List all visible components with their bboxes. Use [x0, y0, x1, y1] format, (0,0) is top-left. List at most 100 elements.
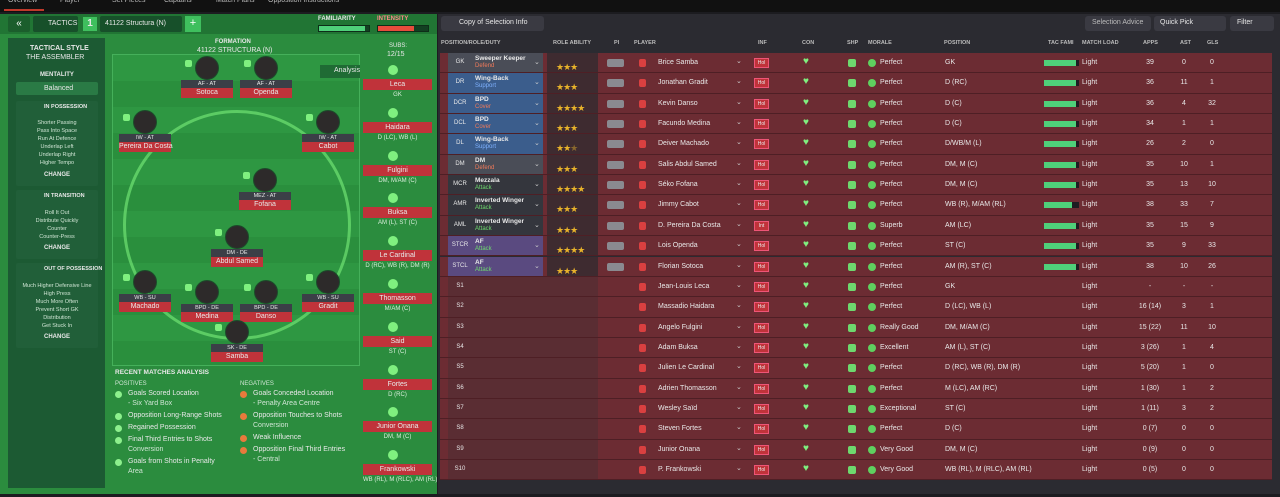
slot-block — [448, 398, 598, 419]
change-button[interactable]: CHANGE — [43, 172, 70, 178]
role-dropdown[interactable]: ⌄ — [534, 221, 540, 229]
mentality-select[interactable] — [16, 82, 98, 95]
back-button[interactable]: « — [8, 16, 30, 32]
tab[interactable]: Captains — [164, 0, 192, 4]
table-row[interactable] — [440, 378, 1272, 399]
role-dropdown[interactable]: ⌄ — [534, 59, 540, 66]
player-dropdown[interactable]: ⌄ — [736, 342, 742, 350]
tactic-dropdown[interactable] — [100, 16, 182, 32]
apps: 1 (30) — [1140, 384, 1160, 392]
tab[interactable]: Opposition Instructions — [268, 0, 340, 4]
sub-bar[interactable] — [363, 250, 432, 262]
player-dropdown[interactable]: ⌄ — [736, 139, 742, 147]
sub-bar[interactable] — [363, 79, 432, 90]
role-dropdown[interactable]: ⌄ — [534, 120, 540, 128]
change-button[interactable]: CHANGE — [43, 334, 70, 340]
table-row[interactable] — [440, 73, 1272, 94]
player-dropdown[interactable]: ⌄ — [736, 403, 742, 411]
name-bar[interactable] — [302, 142, 354, 152]
role-dropdown[interactable]: ⌄ — [534, 99, 540, 107]
view-select[interactable] — [441, 16, 544, 31]
table-row[interactable] — [440, 317, 1272, 338]
name-bar[interactable] — [211, 257, 263, 267]
advice-button[interactable] — [1085, 16, 1151, 31]
player-dropdown[interactable]: ⌄ — [736, 180, 742, 188]
role-dropdown[interactable]: ⌄ — [534, 242, 540, 250]
sub-bar[interactable] — [363, 464, 432, 476]
name-bar[interactable] — [240, 88, 292, 98]
tab[interactable]: Set Pieces — [112, 0, 146, 4]
column-header: PLAYER — [634, 40, 656, 46]
player-dropdown[interactable]: ⌄ — [736, 302, 742, 310]
player-dropdown[interactable]: ⌄ — [736, 78, 742, 86]
player-dropdown[interactable]: ⌄ — [736, 98, 742, 106]
table-row[interactable] — [440, 93, 1272, 115]
player-dropdown[interactable]: ⌄ — [736, 119, 742, 127]
name-bar[interactable] — [119, 302, 171, 312]
player-dropdown[interactable]: ⌄ — [736, 159, 742, 167]
name-bar[interactable] — [181, 88, 233, 98]
table-row[interactable] — [440, 195, 1272, 216]
player-dropdown[interactable]: ⌄ — [736, 58, 742, 65]
player-dropdown[interactable]: ⌄ — [736, 424, 742, 432]
player-dropdown[interactable]: ⌄ — [736, 465, 742, 472]
add-tactic[interactable]: + — [185, 16, 201, 32]
role-dropdown[interactable]: ⌄ — [534, 160, 540, 168]
table-row[interactable] — [440, 337, 1272, 359]
table-row[interactable] — [440, 419, 1272, 440]
player-dropdown[interactable]: ⌄ — [736, 322, 742, 330]
filter-button[interactable] — [1230, 16, 1274, 31]
table-row[interactable] — [440, 297, 1272, 318]
player-dropdown[interactable]: ⌄ — [736, 363, 742, 371]
ast: 11 — [1180, 79, 1188, 87]
table-row[interactable] — [440, 398, 1272, 420]
sub-bar[interactable] — [363, 121, 432, 133]
sub-bar[interactable] — [363, 164, 432, 176]
sharpness-icon — [848, 160, 856, 169]
table-row[interactable] — [440, 460, 1272, 481]
name-bar[interactable] — [119, 142, 171, 152]
tab[interactable]: Match Plans — [216, 0, 255, 4]
table-row[interactable] — [440, 175, 1272, 196]
sub-bar[interactable] — [363, 335, 432, 347]
role-dropdown[interactable]: ⌄ — [534, 262, 540, 270]
role-dropdown[interactable]: ⌄ — [534, 201, 540, 209]
name-bar[interactable] — [239, 200, 291, 210]
player-dropdown[interactable]: ⌄ — [736, 220, 742, 228]
name-bar[interactable] — [181, 312, 233, 322]
name-bar[interactable] — [302, 302, 354, 312]
role-dropdown[interactable]: ⌄ — [534, 79, 540, 87]
sub-bar[interactable] — [363, 378, 432, 390]
slot: MCR — [453, 181, 467, 188]
table-row[interactable] — [440, 53, 1272, 74]
tab[interactable]: Overview — [8, 0, 38, 4]
player-dropdown[interactable]: ⌄ — [736, 261, 742, 269]
table-row[interactable] — [440, 215, 1272, 237]
table-row[interactable] — [440, 154, 1272, 176]
positives-label: POSITIVES — [115, 381, 147, 387]
table-row[interactable] — [440, 236, 1272, 257]
table-row[interactable] — [440, 256, 1272, 277]
role-dropdown[interactable]: ⌄ — [534, 140, 540, 148]
role-dropdown[interactable]: ⌄ — [534, 181, 540, 189]
sub-bar[interactable] — [363, 293, 432, 304]
player-dropdown[interactable]: ⌄ — [736, 444, 742, 452]
change-button[interactable]: CHANGE — [43, 245, 70, 251]
table-row[interactable] — [440, 276, 1272, 298]
sub-bar[interactable] — [363, 421, 432, 433]
table-row[interactable] — [440, 134, 1272, 155]
sub-bar[interactable] — [363, 207, 432, 219]
player-dropdown[interactable]: ⌄ — [736, 281, 742, 289]
name-bar[interactable] — [211, 352, 263, 362]
tab[interactable]: Player — [60, 0, 80, 4]
player-dropdown[interactable]: ⌄ — [736, 200, 742, 208]
name-bar[interactable] — [240, 312, 292, 322]
table-row[interactable] — [440, 358, 1272, 379]
table-row[interactable] — [440, 114, 1272, 135]
player-dropdown[interactable]: ⌄ — [736, 241, 742, 249]
tactics-button[interactable] — [33, 16, 78, 32]
analysis-button[interactable] — [320, 65, 360, 78]
table-row[interactable] — [440, 439, 1272, 460]
quick-pick[interactable] — [1154, 16, 1226, 31]
player-dropdown[interactable]: ⌄ — [736, 383, 742, 391]
